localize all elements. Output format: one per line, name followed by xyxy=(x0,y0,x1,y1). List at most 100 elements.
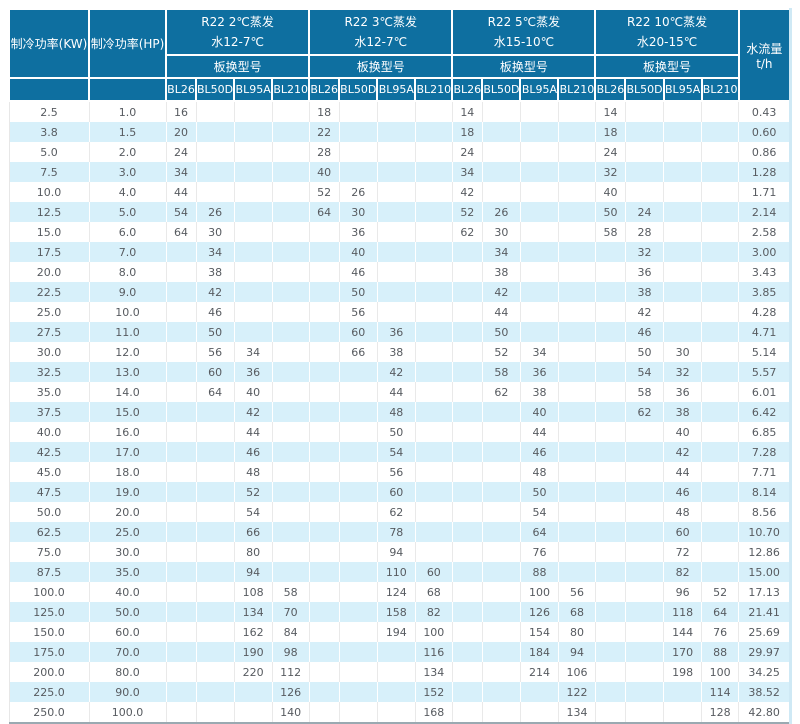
cell-cooling-hp: 10.0 xyxy=(89,302,167,322)
cell-model-value: 42 xyxy=(482,282,521,302)
cell-model-value: 198 xyxy=(663,662,703,682)
model-header-bl26: BL26 xyxy=(165,77,197,102)
cell-model-value xyxy=(558,322,596,342)
cell-model-value xyxy=(166,702,197,724)
cell-model-value xyxy=(309,242,340,262)
cell-water-flow: 2.58 xyxy=(738,222,792,242)
cell-model-value xyxy=(595,302,626,322)
cell-model-value xyxy=(482,402,521,422)
cell-model-value xyxy=(663,322,703,342)
cell-model-value: 36 xyxy=(625,262,665,282)
cell-model-value xyxy=(595,622,626,642)
cell-model-value xyxy=(272,522,310,542)
cell-model-value: 38 xyxy=(196,262,235,282)
cell-model-value xyxy=(272,342,310,362)
cell-model-value xyxy=(377,182,416,202)
cell-model-value: 220 xyxy=(234,662,273,682)
cell-model-value xyxy=(625,122,665,142)
cell-model-value xyxy=(196,442,235,462)
cell-model-value xyxy=(309,382,340,402)
cell-model-value xyxy=(272,262,310,282)
cell-model-value: 34 xyxy=(196,242,235,262)
cell-model-value xyxy=(558,282,596,302)
cell-cooling-hp: 70.0 xyxy=(89,642,167,662)
cell-model-value xyxy=(701,322,740,342)
cell-model-value: 54 xyxy=(377,442,416,462)
cell-model-value xyxy=(339,682,378,702)
group-subtitle: 水12-7℃ xyxy=(211,35,264,49)
cell-model-value xyxy=(196,682,235,702)
cell-model-value xyxy=(452,302,483,322)
cell-model-value: 62 xyxy=(452,222,483,242)
cell-model-value xyxy=(595,402,626,422)
cell-cooling-kw: 20.0 xyxy=(9,262,90,282)
cell-model-value xyxy=(272,502,310,522)
cell-model-value: 22 xyxy=(309,122,340,142)
cell-model-value xyxy=(166,242,197,262)
cell-model-value: 80 xyxy=(558,622,596,642)
cell-model-value xyxy=(166,642,197,662)
cell-model-value xyxy=(415,162,453,182)
cell-model-value xyxy=(309,542,340,562)
cell-water-flow: 3.43 xyxy=(738,262,792,282)
cell-model-value xyxy=(452,342,483,362)
cell-cooling-kw: 30.0 xyxy=(9,342,90,362)
cell-model-value: 96 xyxy=(663,582,703,602)
cell-model-value xyxy=(701,522,740,542)
cell-model-value: 98 xyxy=(272,642,310,662)
cell-model-value xyxy=(196,462,235,482)
model-label-cell: 板换型号 xyxy=(308,54,454,79)
cell-model-value xyxy=(701,502,740,522)
cell-model-value xyxy=(339,602,378,622)
cell-model-value xyxy=(625,602,665,622)
table-row: 40.0 16.0 44 50 44 40 6.85 xyxy=(9,422,792,442)
cell-model-value xyxy=(166,682,197,702)
cell-cooling-kw: 5.0 xyxy=(9,142,90,162)
cell-model-value: 54 xyxy=(625,362,665,382)
cell-model-value xyxy=(166,482,197,502)
cell-model-value: 48 xyxy=(234,462,273,482)
cell-model-value: 24 xyxy=(595,142,626,162)
cell-water-flow: 5.14 xyxy=(738,342,792,362)
cell-model-value: 46 xyxy=(234,442,273,462)
cell-model-value: 58 xyxy=(272,582,310,602)
cell-model-value: 24 xyxy=(166,142,197,162)
cell-model-value xyxy=(196,702,235,724)
cell-model-value xyxy=(482,502,521,522)
cell-model-value xyxy=(558,222,596,242)
cell-model-value xyxy=(595,422,626,442)
cell-water-flow: 6.01 xyxy=(738,382,792,402)
cell-model-value xyxy=(196,522,235,542)
cell-model-value xyxy=(166,262,197,282)
cell-model-value xyxy=(377,302,416,322)
table-row: 15.0 6.0 64 30 36 62 30 58 28 2.58 xyxy=(9,222,792,242)
cell-model-value xyxy=(234,262,273,282)
cell-cooling-hp: 1.0 xyxy=(89,101,167,122)
cell-model-value: 190 xyxy=(234,642,273,662)
cell-model-value xyxy=(377,202,416,222)
model-header-bl95a: BL95A xyxy=(233,77,274,102)
cell-model-value: 40 xyxy=(234,382,273,402)
cell-model-value xyxy=(595,542,626,562)
cell-model-value xyxy=(625,462,665,482)
cell-model-value xyxy=(166,322,197,342)
cell-cooling-hp: 14.0 xyxy=(89,382,167,402)
cell-model-value xyxy=(482,162,521,182)
cell-model-value xyxy=(482,462,521,482)
cell-model-value: 152 xyxy=(415,682,453,702)
cell-model-value: 24 xyxy=(452,142,483,162)
cell-model-value xyxy=(166,282,197,302)
cell-water-flow: 0.43 xyxy=(738,101,792,122)
cell-model-value xyxy=(558,182,596,202)
cell-model-value xyxy=(701,101,740,122)
cell-model-value xyxy=(339,702,378,724)
cell-model-value xyxy=(452,702,483,724)
cell-model-value xyxy=(701,542,740,562)
cell-model-value: 44 xyxy=(482,302,521,322)
table-row: 32.5 13.0 60 36 42 58 36 54 32 5.57 xyxy=(9,362,792,382)
cell-model-value xyxy=(415,182,453,202)
cell-model-value xyxy=(558,522,596,542)
cell-model-value xyxy=(272,122,310,142)
cell-model-value xyxy=(452,282,483,302)
cell-cooling-kw: 7.5 xyxy=(9,162,90,182)
